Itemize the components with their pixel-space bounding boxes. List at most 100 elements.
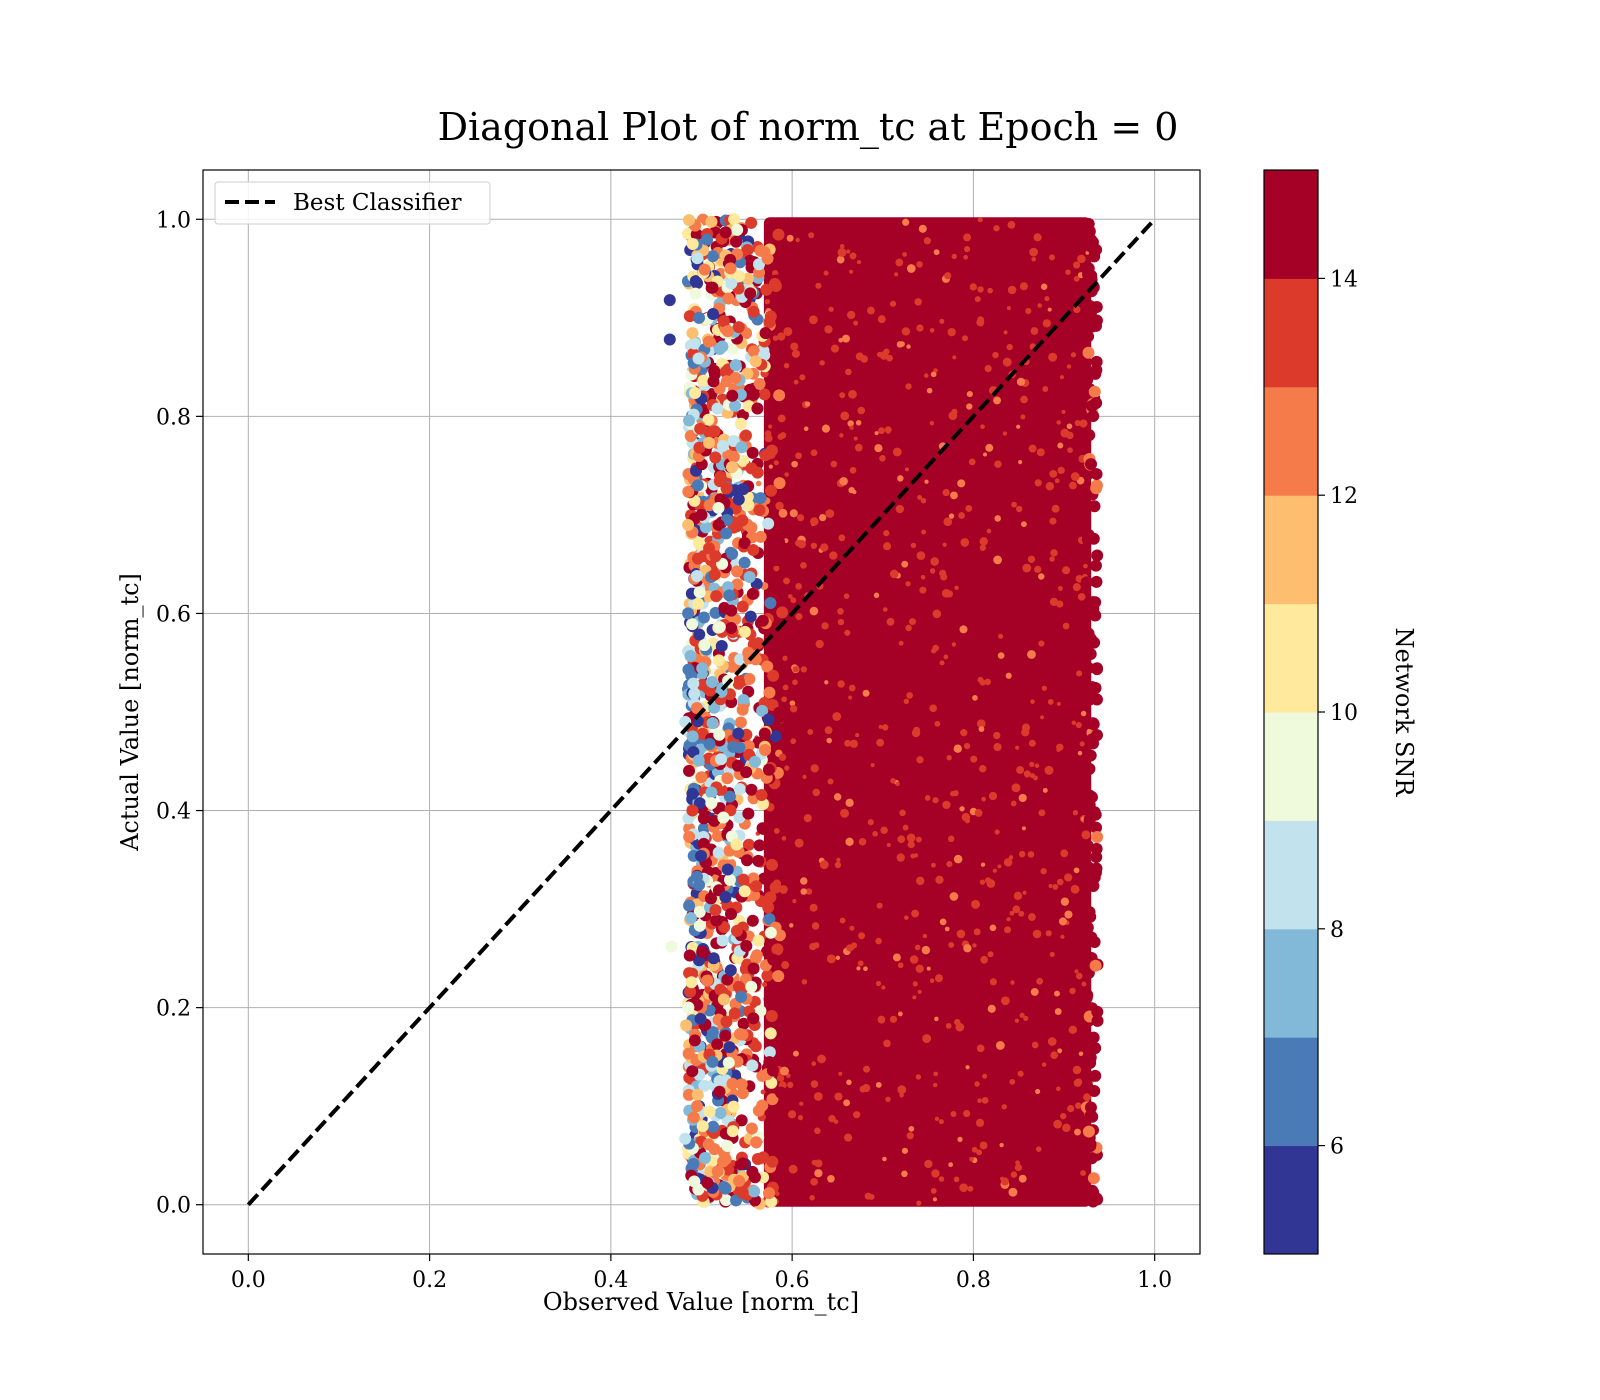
scatter-point bbox=[926, 966, 931, 971]
scatter-point bbox=[737, 693, 750, 706]
y-tick-label: 0.4 bbox=[156, 800, 191, 825]
scatter-point bbox=[683, 414, 696, 427]
colorbar-segment bbox=[1264, 1145, 1318, 1255]
scatter-point bbox=[853, 436, 858, 441]
scatter-point bbox=[1022, 563, 1032, 573]
scatter-point bbox=[1083, 798, 1096, 811]
scatter-point bbox=[721, 772, 734, 785]
scatter-point-outlier bbox=[690, 570, 703, 583]
scatter-point bbox=[1075, 721, 1082, 729]
scatter-point bbox=[747, 1012, 760, 1025]
scatter-point bbox=[939, 318, 945, 324]
scatter-point bbox=[901, 327, 911, 336]
scatter-point-outlier bbox=[690, 870, 703, 883]
scatter-point bbox=[1081, 921, 1094, 934]
scatter-point bbox=[687, 1111, 700, 1124]
scatter-point bbox=[712, 654, 725, 667]
scatter-point bbox=[742, 838, 755, 851]
scatter-point-outlier bbox=[686, 787, 699, 800]
scatter-point bbox=[789, 704, 798, 713]
scatter-point bbox=[963, 944, 972, 953]
scatter-point bbox=[1083, 1093, 1092, 1102]
scatter-point bbox=[708, 425, 721, 438]
scatter-point bbox=[752, 1104, 765, 1117]
scatter-point bbox=[1081, 839, 1094, 852]
scatter-point bbox=[1084, 311, 1097, 324]
scatter-point bbox=[875, 937, 882, 945]
scatter-point bbox=[969, 283, 977, 291]
scatter-point bbox=[1009, 910, 1015, 916]
scatter-point bbox=[896, 853, 905, 862]
scatter-point bbox=[722, 1056, 735, 1069]
scatter-point bbox=[758, 872, 771, 885]
scatter-point bbox=[1090, 355, 1103, 368]
scatter-point bbox=[979, 879, 986, 885]
scatter-point bbox=[1060, 934, 1065, 939]
scatter-point bbox=[948, 941, 955, 948]
scatter-point bbox=[969, 1156, 974, 1162]
scatter-point bbox=[1058, 917, 1068, 926]
scatter-point bbox=[966, 403, 973, 410]
scatter-point bbox=[735, 441, 748, 454]
scatter-point bbox=[736, 703, 749, 716]
scatter-point bbox=[769, 881, 782, 894]
scatter-point bbox=[1037, 573, 1045, 580]
scatter-point bbox=[946, 860, 953, 868]
scatter-point bbox=[811, 1159, 818, 1166]
scatter-point bbox=[781, 961, 790, 970]
scatter-point bbox=[707, 952, 720, 965]
scatter-point bbox=[942, 488, 950, 497]
scatter-point bbox=[751, 1153, 764, 1166]
scatter-point bbox=[809, 606, 819, 616]
scatter-point bbox=[756, 704, 769, 717]
scatter-point bbox=[758, 349, 771, 362]
scatter-point bbox=[903, 698, 910, 705]
scatter-point bbox=[694, 422, 707, 435]
scatter-point bbox=[745, 521, 758, 534]
scatter-point bbox=[744, 610, 757, 623]
scatter-point bbox=[682, 519, 695, 532]
scatter-point bbox=[797, 1114, 804, 1121]
scatter-point bbox=[703, 1105, 716, 1118]
scatter-point bbox=[1012, 905, 1021, 914]
scatter-point bbox=[726, 389, 739, 402]
scatter-point bbox=[977, 217, 983, 223]
y-tick-label: 0.2 bbox=[156, 997, 191, 1022]
scatter-point bbox=[1006, 917, 1011, 922]
scatter-point bbox=[971, 1146, 978, 1153]
scatter-point bbox=[874, 444, 883, 453]
scatter-point bbox=[746, 1165, 759, 1178]
scatter-point bbox=[743, 570, 756, 583]
scatter-point bbox=[746, 446, 759, 459]
scatter-point bbox=[810, 517, 819, 526]
scatter-point bbox=[730, 235, 743, 248]
scatter-point bbox=[723, 873, 736, 886]
scatter-point bbox=[736, 1157, 749, 1170]
scatter-point bbox=[939, 660, 945, 666]
scatter-point bbox=[706, 281, 719, 294]
scatter-point bbox=[932, 1082, 938, 1088]
scatter-point bbox=[929, 568, 936, 574]
scatter-point bbox=[855, 420, 862, 426]
scatter-point bbox=[736, 1087, 749, 1100]
scatter-point bbox=[923, 373, 929, 378]
scatter-point bbox=[1033, 233, 1042, 242]
scatter-point bbox=[933, 1071, 939, 1077]
scatter-point bbox=[736, 514, 749, 527]
scatter-point bbox=[986, 528, 992, 534]
scatter-point bbox=[1021, 826, 1026, 831]
scatter-point bbox=[750, 880, 763, 893]
scatter-point bbox=[1084, 1101, 1097, 1114]
scatter-point bbox=[924, 795, 931, 801]
scatter-point bbox=[886, 617, 895, 626]
scatter-point bbox=[847, 420, 854, 427]
scatter-point bbox=[768, 464, 773, 469]
scatter-point bbox=[792, 666, 799, 673]
scatter-point bbox=[987, 287, 993, 294]
scatter-point bbox=[723, 1041, 736, 1054]
scatter-point bbox=[1028, 444, 1037, 453]
scatter-point bbox=[763, 913, 776, 926]
scatter-point bbox=[735, 1114, 748, 1127]
scatter-point bbox=[1080, 991, 1093, 1004]
scatter-point bbox=[1089, 682, 1102, 695]
